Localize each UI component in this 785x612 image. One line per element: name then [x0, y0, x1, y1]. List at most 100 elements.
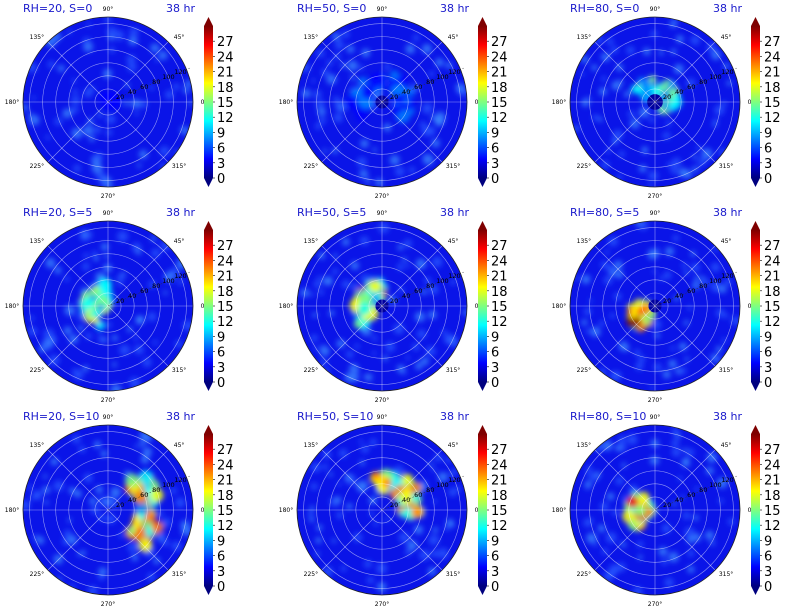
polar-frame	[22, 16, 194, 188]
colorbar-extend-top	[751, 17, 760, 26]
angle-tick-label: 270°	[648, 193, 662, 200]
colorbar-gradient	[204, 230, 213, 382]
panel: RH=80, S=10 38 hr 204060801001200°45°90°…	[547, 408, 785, 612]
colorbar-gradient	[751, 434, 760, 586]
colorbar-tick-label: 9	[764, 330, 772, 345]
polar-grid	[570, 221, 740, 391]
radial-tick-label: 60	[414, 491, 422, 499]
colorbar-tick-label: 6	[491, 346, 499, 361]
colorbar-gradient	[204, 26, 213, 178]
angle-tick-label: 270°	[375, 193, 389, 200]
angle-tick-label: 225°	[577, 571, 591, 578]
colorbar-tick-label: 12	[217, 315, 234, 330]
colorbar-extend-bottom	[204, 382, 213, 391]
colorbar-tick-label: 9	[764, 534, 772, 549]
angle-tick-label: 180°	[279, 507, 293, 514]
angle-tick-label: 45°	[448, 238, 459, 245]
colorbar-tick-label: 21	[491, 474, 508, 489]
colorbar-tick-label: 0	[764, 580, 772, 595]
polar-plot: 204060801001200°45°90°135°180°225°270°31…	[552, 414, 781, 608]
angle-tick-label: 45°	[174, 34, 185, 41]
radial-tick-label: 40	[675, 292, 683, 300]
panel-time: 38 hr	[713, 2, 742, 15]
colorbar-tick-label: 18	[764, 489, 781, 504]
angle-tick-label: 315°	[719, 367, 733, 374]
colorbar-tick-label: 18	[764, 285, 781, 300]
radial-tick-label: 80	[426, 486, 434, 494]
panel-time: 38 hr	[713, 206, 742, 219]
panel-title: RH=50, S=5	[297, 206, 367, 219]
colorbar-tick-label: 0	[491, 376, 499, 391]
angle-tick-label: 135°	[30, 34, 44, 41]
colorbar-extend-top	[478, 17, 487, 26]
colorbar-tick-label: 18	[217, 489, 234, 504]
polar-grid	[23, 17, 193, 187]
colorbar-gradient	[751, 230, 760, 382]
angle-tick-label: 225°	[30, 367, 44, 374]
polar-plot: 204060801001200°45°90°135°180°225°270°31…	[5, 6, 234, 200]
angle-tick-label: 180°	[552, 99, 566, 106]
colorbar-tick-label: 21	[217, 474, 234, 489]
colorbar-tick-label: 12	[764, 111, 781, 126]
colorbar-tick-label: 21	[217, 66, 234, 81]
angle-tick-label: 90°	[650, 6, 661, 13]
colorbar-tick-label: 18	[491, 285, 508, 300]
radial-tick-label: 100	[162, 73, 174, 81]
colorbar-tick-label: 27	[217, 239, 234, 254]
radial-tick-label: 20	[390, 297, 398, 305]
colorbar-tick-label: 9	[217, 330, 225, 345]
colorbar-tick-label: 12	[217, 519, 234, 534]
polar-frame	[296, 16, 468, 188]
angle-tick-label: 45°	[174, 442, 185, 449]
colorbar-gradient	[478, 26, 487, 178]
colorbar-tick-label: 24	[491, 254, 508, 269]
radial-tick-label: 60	[414, 83, 422, 91]
colorbar-tick-label: 21	[491, 270, 508, 285]
angle-tick-label: 270°	[101, 193, 115, 200]
colorbar-tick-label: 9	[764, 126, 772, 141]
colorbar-tick-label: 0	[217, 172, 225, 187]
colorbar-tick-label: 27	[491, 239, 508, 254]
polar-grid	[23, 221, 193, 391]
angle-tick-label: 90°	[103, 210, 114, 217]
precip-field	[307, 438, 462, 592]
colorbar-tick-label: 18	[217, 81, 234, 96]
colorbar-tick-label: 9	[217, 534, 225, 549]
colorbar-tick-label: 27	[764, 239, 781, 254]
colorbar-tick-label: 15	[491, 96, 508, 111]
colorbar-tick-label: 15	[764, 300, 781, 315]
colorbar-tick-label: 6	[491, 550, 499, 565]
radial-tick-label: 120	[448, 272, 460, 280]
colorbar-tick-label: 27	[217, 443, 234, 458]
colorbar-tick-label: 3	[217, 157, 225, 172]
panel-time: 38 hr	[166, 2, 195, 15]
colorbar-tick-label: 24	[491, 458, 508, 473]
angle-tick-label: 225°	[577, 367, 591, 374]
colorbar-tick-label: 18	[491, 81, 508, 96]
colorbar-tick-label: 18	[764, 81, 781, 96]
angle-tick-label: 135°	[30, 442, 44, 449]
colorbar-extend-top	[751, 425, 760, 434]
radial-tick-label: 80	[699, 78, 707, 86]
colorbar-tick-label: 27	[491, 35, 508, 50]
panel-title: RH=50, S=0	[297, 2, 367, 15]
colorbar-tick-label: 12	[491, 111, 508, 126]
colorbar-tick-label: 3	[217, 565, 225, 580]
radial-tick-label: 120	[174, 272, 186, 280]
colorbar-tick-label: 21	[491, 66, 508, 81]
angle-tick-label: 135°	[30, 238, 44, 245]
radial-tick-label: 80	[426, 282, 434, 290]
colorbar-extend-top	[751, 221, 760, 230]
panel: RH=20, S=10 38 hr 204060801001200°45°90°…	[0, 408, 262, 612]
panel: RH=80, S=5 38 hr 204060801001200°45°90°1…	[547, 204, 785, 408]
colorbar-extend-bottom	[478, 586, 487, 595]
angle-tick-label: 225°	[304, 571, 318, 578]
colorbar-extend-bottom	[478, 382, 487, 391]
polar-grid	[297, 221, 467, 391]
panel-time: 38 hr	[166, 410, 195, 423]
colorbar-tick-label: 24	[217, 254, 234, 269]
radial-tick-label: 100	[436, 481, 448, 489]
angle-tick-label: 315°	[446, 163, 460, 170]
